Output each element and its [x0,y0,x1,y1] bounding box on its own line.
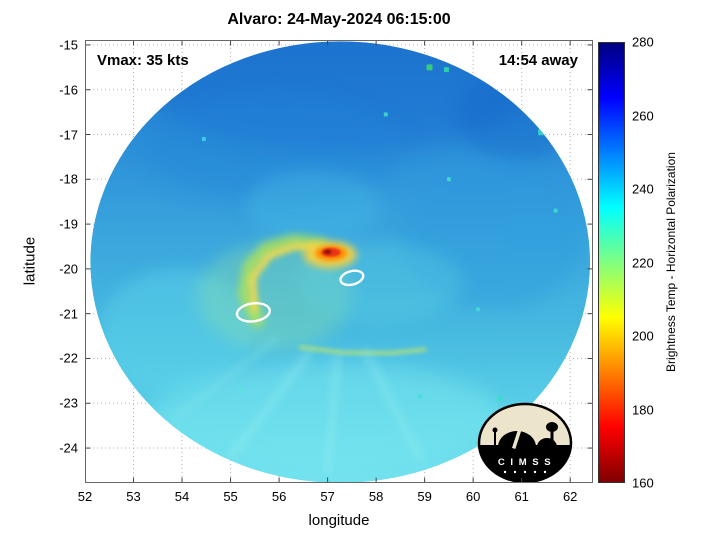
plot-title: Alvaro: 24-May-2024 06:15:00 [227,11,451,28]
pixel-speckle [476,307,481,312]
radial-streak [361,349,425,462]
colorbar-tick-label: 240 [632,181,654,197]
y-tick-label: -19 [59,216,78,232]
x-tick-label: 53 [126,489,141,504]
plot-border [85,40,593,483]
pixel-speckle [383,112,388,117]
water-tower-icon [546,422,558,432]
y-tick-label: -20 [59,261,78,277]
colorbar-tick-label: 180 [632,402,654,417]
colorbar-tick-label: 280 [632,34,654,50]
pixel-speckle [497,396,503,402]
pixel-speckle [417,394,422,399]
y-tick-label: -17 [59,127,78,142]
x-axis-label: longitude [308,512,370,529]
center-fix-contours [235,269,365,323]
x-tick-label: 56 [271,489,287,504]
x-tick-label: 59 [417,489,432,504]
y-tick-label: -18 [59,171,78,187]
x-tick-label: 61 [514,489,529,504]
colorbar-tick-label: 200 [632,328,654,344]
y-tick-label: -21 [59,306,78,322]
rain-band [238,234,328,328]
satellite-swath-plot: C I M S S [85,40,593,483]
rain-band [248,242,317,313]
colorbar-tick-label: 220 [632,255,654,270]
pixel-speckle [446,177,451,182]
cloud-blob [458,71,576,162]
pixel-speckle [443,67,449,73]
pixel-speckle [553,208,558,213]
cimss-logo-text: C I M S S [498,457,552,468]
white-contour [339,269,365,287]
cloud-blob [323,249,332,255]
x-tick-label: 55 [223,489,238,504]
cloud-blob [245,170,381,243]
antenna-icon [494,431,496,447]
colorbar-label: Brightness Temp - Horizontal Polarizatio… [664,152,678,372]
y-tick-label: -24 [59,440,78,456]
pixel-speckle [238,387,243,392]
y-tick-label: -16 [59,82,78,98]
x-tick-label: 54 [174,489,190,504]
x-tick-label: 60 [465,489,481,504]
y-tick-label: -15 [59,37,78,53]
x-tick-label: 57 [320,489,335,504]
brightness-temp-image [90,41,591,483]
pixel-speckle [426,64,433,71]
y-tick-label: -22 [59,350,78,366]
axis-ticks [85,40,593,483]
colorbar-tick-label: 160 [632,475,654,491]
pixel-speckle [538,129,545,136]
overpass-eta-annotation: 14:54 away [498,52,578,69]
colorbar-tick-label: 260 [632,108,654,123]
x-tick-label: 62 [562,489,578,504]
pixel-speckle [201,136,206,141]
vmax-annotation: Vmax: 35 kts [97,52,189,69]
x-tick-label: 58 [368,489,384,504]
white-contour [235,301,271,323]
radial-streak [323,353,342,475]
colorbar [598,42,625,483]
y-tick-label: -23 [59,395,78,411]
radial-streak [173,336,279,421]
radial-streak [226,349,313,462]
x-tick-label: 52 [77,489,93,504]
